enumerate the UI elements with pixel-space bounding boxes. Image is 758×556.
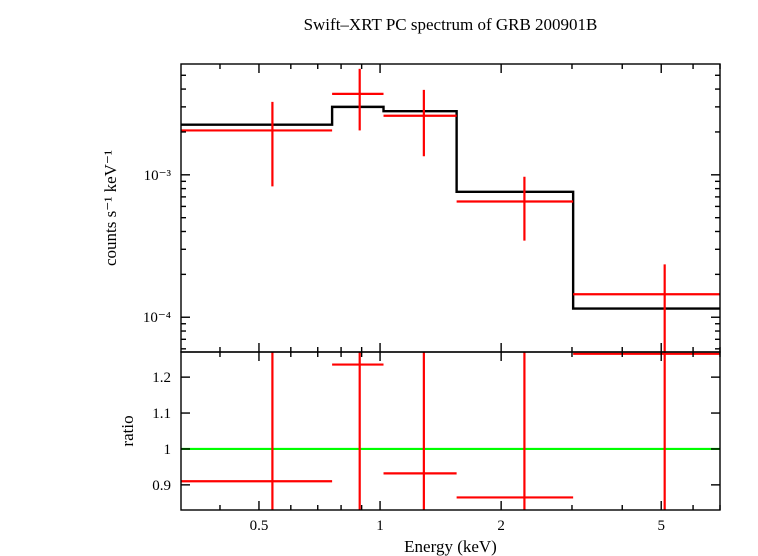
ratio-points [181, 72, 720, 556]
y-tick-label-bot: 1.1 [152, 406, 171, 422]
plot-container: { "title": "Swift\u2013XRT PC spectrum o… [0, 0, 758, 556]
y-tick-label-bot: 1.2 [152, 370, 171, 386]
x-tick-label: 5 [657, 518, 665, 534]
model-step [181, 107, 720, 309]
y-tick-label-top: 10⁻⁴ [143, 310, 171, 326]
x-axis-label: Energy (keV) [404, 537, 497, 556]
bottom-panel-frame [181, 352, 720, 510]
xrt-spectrum-plot: 0.5 1 2 5 10⁻⁴ 10⁻³ 0.9 1 1.1 1.2 Swift–XRT PC spe… [0, 0, 758, 556]
x-tick-label: 2 [497, 518, 505, 534]
x-tick-label: 1 [376, 518, 384, 534]
y-tick-label-top: 10⁻³ [144, 168, 172, 184]
x-tick-label: 0.5 [250, 518, 269, 534]
plot-title: Swift–XRT PC spectrum of GRB 200901B [304, 15, 598, 34]
y-axis-label-top: counts s⁻¹ keV⁻¹ [101, 150, 120, 266]
y-axis-label-bot: ratio [118, 415, 137, 446]
y-tick-label-bot: 1 [164, 442, 172, 458]
y-tick-label-bot: 0.9 [152, 478, 171, 494]
